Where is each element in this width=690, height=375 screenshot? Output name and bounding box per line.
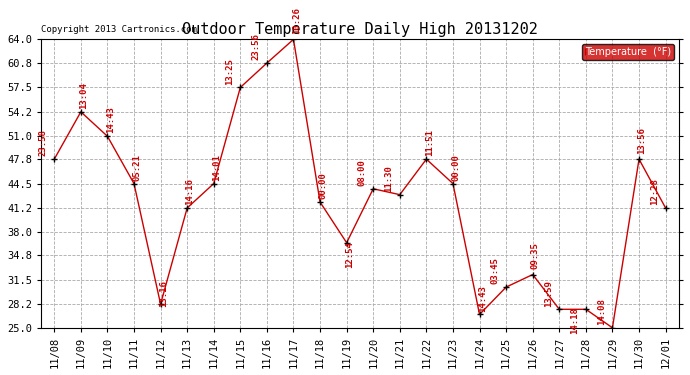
Text: 13:59: 13:59	[544, 280, 553, 306]
Text: 13:16: 13:16	[159, 280, 168, 307]
Text: 10:26: 10:26	[292, 7, 301, 34]
Text: 05:21: 05:21	[132, 154, 141, 181]
Text: 14:01: 14:01	[212, 154, 221, 181]
Text: 12:28: 12:28	[650, 178, 659, 205]
Text: 09:35: 09:35	[531, 242, 540, 269]
Text: 13:04: 13:04	[79, 82, 88, 109]
Text: 03:45: 03:45	[491, 258, 500, 284]
Legend: Temperature  (°F): Temperature (°F)	[582, 44, 674, 60]
Text: 00:00: 00:00	[451, 154, 460, 181]
Text: 08:00: 08:00	[357, 159, 366, 186]
Text: 23:56: 23:56	[251, 33, 260, 60]
Text: 00:00: 00:00	[318, 172, 327, 199]
Text: 14:18: 14:18	[570, 308, 579, 334]
Title: Outdoor Temperature Daily High 20131202: Outdoor Temperature Daily High 20131202	[182, 22, 538, 37]
Text: 13:56: 13:56	[638, 127, 647, 154]
Text: 11:30: 11:30	[384, 165, 393, 192]
Text: Copyright 2013 Cartronics.com: Copyright 2013 Cartronics.com	[41, 25, 197, 34]
Text: 14:08: 14:08	[597, 298, 606, 325]
Text: 14:43: 14:43	[477, 285, 487, 312]
Text: 14:16: 14:16	[186, 178, 195, 205]
Text: 13:25: 13:25	[225, 58, 234, 85]
Text: 14:43: 14:43	[106, 106, 115, 134]
Text: 23:58: 23:58	[39, 129, 48, 156]
Text: 12:54: 12:54	[345, 241, 354, 268]
Text: 11:51: 11:51	[424, 129, 433, 156]
